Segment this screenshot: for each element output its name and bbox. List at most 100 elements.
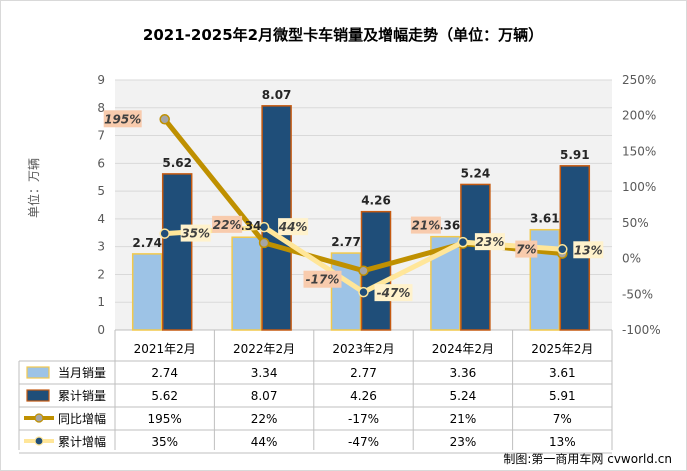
- line-marker: [358, 265, 369, 276]
- legend-label: 累计增幅: [58, 434, 106, 449]
- table-category-label: 2025年2月: [531, 342, 593, 356]
- line-marker: [159, 114, 170, 125]
- growth-label: 35%: [181, 227, 210, 241]
- table-cell: 8.07: [251, 389, 278, 403]
- line-marker: [457, 236, 469, 248]
- bar-value-label: 8.07: [262, 88, 292, 102]
- table-cell: 5.24: [450, 389, 477, 403]
- y-tick-label: 1: [97, 295, 105, 309]
- y-tick-label: 6: [97, 156, 105, 170]
- y-tick-label: 4: [97, 212, 105, 226]
- y-tick-label: 0: [97, 323, 105, 337]
- legend-swatch: [26, 389, 50, 402]
- y-tick-label: 9: [97, 73, 105, 87]
- legend-label: 同比增幅: [58, 411, 106, 426]
- y2-tick-label: 200%: [622, 109, 656, 123]
- table-cell: 22%: [251, 412, 278, 426]
- growth-label: 44%: [278, 220, 308, 234]
- y-tick-label: 8: [97, 101, 105, 115]
- bar-value-label: 2.74: [132, 236, 162, 250]
- legend-marker: [34, 413, 44, 423]
- table-cell: 2.77: [350, 366, 377, 380]
- y2-tick-label: 50%: [622, 216, 649, 230]
- growth-label-box: [515, 240, 538, 258]
- table-cell: 2.74: [151, 366, 178, 380]
- bar-value-label: 5.91: [560, 148, 590, 162]
- bar-cumulative: [161, 173, 193, 331]
- y-tick-label: 2: [97, 267, 105, 281]
- y2-axis-ticks: -100% -50% 0% 50% 100% 150% 200% 250%: [622, 73, 661, 337]
- growth-label-box: [474, 233, 505, 251]
- growth-label-box: [180, 224, 211, 242]
- bar-monthly: [231, 236, 262, 331]
- growth-label-box: [278, 218, 309, 236]
- line-marker: [258, 221, 270, 233]
- line-marker: [557, 244, 568, 255]
- table-cell: -17%: [348, 412, 379, 426]
- growth-label-box: [374, 284, 413, 302]
- growth-label-box: [103, 110, 142, 128]
- bar-cumulative: [261, 105, 292, 331]
- growth-label-box: [303, 270, 342, 288]
- y2-tick-label: 250%: [622, 73, 656, 87]
- table-cell: 23%: [450, 435, 477, 449]
- bar-value-label: 4.26: [361, 194, 391, 208]
- bar-monthly: [131, 253, 163, 331]
- y2-tick-label: 0%: [622, 252, 641, 266]
- source-credit: 制图:第一商用车网 cvworld.cn: [503, 451, 672, 466]
- table-cell: 3.34: [251, 366, 278, 380]
- table-cell: 7%: [553, 412, 572, 426]
- y-tick-label: 3: [97, 240, 105, 254]
- table-cell: 44%: [251, 435, 278, 449]
- table-category-label: 2022年2月: [233, 342, 295, 356]
- data-labels: 2.743.342.773.36 3.615.628.074.265.245.91…: [103, 88, 604, 302]
- legend-swatch: [26, 366, 50, 379]
- bar-value-label: 5.24: [461, 166, 491, 180]
- legend-label: 累计销量: [58, 389, 106, 403]
- growth-label: 23%: [476, 235, 505, 249]
- y-axis-title: 单位：万辆: [26, 158, 41, 218]
- y2-tick-label: -100%: [622, 323, 661, 337]
- y2-tick-label: 150%: [622, 144, 656, 158]
- table-cell: 21%: [450, 412, 477, 426]
- growth-label-box: [212, 215, 243, 233]
- growth-label: 22%: [213, 218, 242, 232]
- line-marker: [159, 228, 170, 239]
- bar-value-label: 3.61: [530, 212, 560, 226]
- table-cell: 5.91: [549, 389, 576, 403]
- table-category-label: 2023年2月: [332, 342, 394, 356]
- y-tick-label: 7: [97, 129, 105, 143]
- table-category-label: 2024年2月: [432, 342, 494, 356]
- growth-label-box: [410, 216, 441, 234]
- bar-value-label: 5.62: [162, 156, 192, 170]
- y2-tick-label: 100%: [622, 180, 656, 194]
- growth-label: 195%: [104, 112, 141, 126]
- line-marker: [258, 237, 270, 249]
- bars: [131, 105, 591, 331]
- table-cell: 13%: [549, 435, 576, 449]
- growth-label: 21%: [412, 219, 441, 233]
- growth-label: 13%: [574, 243, 603, 257]
- bar-cumulative: [460, 183, 491, 331]
- growth-label-box: [573, 241, 604, 259]
- legend-marker: [34, 436, 44, 446]
- table-cell: 3.36: [450, 366, 477, 380]
- table-cell: 195%: [148, 412, 182, 426]
- table-cell: 4.26: [350, 389, 377, 403]
- y2-tick-label: -50%: [622, 287, 653, 301]
- legend-label: 当月销量: [58, 366, 106, 380]
- table-cell: 35%: [151, 435, 178, 449]
- bar-value-label: 2.77: [331, 235, 361, 249]
- y-axis-ticks: 0 1 2 3 4 5 6 7 8 9: [97, 73, 105, 337]
- line-marker: [358, 286, 369, 298]
- growth-label: -47%: [377, 286, 411, 300]
- growth-label: -17%: [306, 273, 340, 287]
- growth-label: 7%: [516, 243, 536, 257]
- table-cell: -47%: [348, 435, 379, 449]
- chart-title: 2021-2025年2月微型卡车销量及增幅走势（单位：万辆）: [143, 26, 543, 44]
- table-cell: 5.62: [151, 389, 178, 403]
- table-category-label: 2021年2月: [134, 342, 196, 356]
